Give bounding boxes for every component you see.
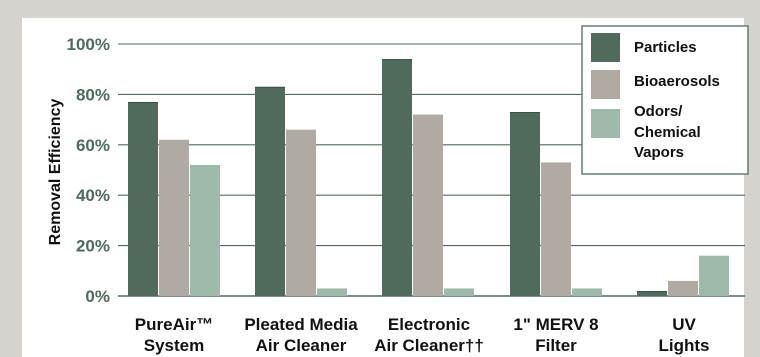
x-tick-label: Electronic	[388, 315, 470, 334]
legend-label: Particles	[634, 39, 697, 56]
bar-odors-4	[572, 288, 602, 296]
y-tick-label: 80%	[76, 85, 110, 104]
legend-label: Chemical	[634, 124, 701, 141]
y-tick-label: 0%	[85, 287, 110, 306]
y-tick-label: 40%	[76, 186, 110, 205]
x-tick-label: 1" MERV 8	[513, 315, 598, 334]
bar-bioaerosols-3	[413, 114, 443, 296]
bar-odors-5	[699, 255, 729, 296]
bar-bioaerosols-1	[159, 139, 189, 296]
bar-bioaerosols-5	[668, 280, 698, 296]
legend-label: Odors/	[634, 103, 683, 120]
legend-swatch	[591, 109, 620, 138]
bar-bioaerosols-4	[541, 162, 571, 296]
legend-label: Bioaerosols	[634, 73, 720, 90]
x-tick-label: Air Cleaner	[256, 336, 347, 355]
y-axis-label: Removal Efficiency	[47, 99, 64, 246]
x-tick-label: Pleated Media	[244, 315, 358, 334]
bar-particles-5	[637, 290, 667, 296]
legend-swatch	[591, 70, 620, 99]
bar-particles-1	[128, 101, 158, 297]
y-tick-label: 20%	[76, 237, 110, 256]
y-tick-label: 60%	[76, 136, 110, 155]
bar-particles-4	[510, 112, 540, 296]
legend-swatch	[591, 33, 620, 62]
bar-odors-2	[317, 288, 347, 296]
bar-particles-3	[382, 59, 412, 297]
y-tick-label: 100%	[67, 35, 110, 54]
x-tick-label: Filter	[535, 336, 577, 355]
bar-bioaerosols-2	[286, 129, 316, 296]
x-tick-label: UV	[672, 315, 696, 334]
x-tick-label: Air Cleaner††	[374, 336, 484, 355]
x-tick-label: Lights	[659, 336, 710, 355]
bar-odors-1	[190, 164, 220, 296]
bar-particles-2	[255, 86, 285, 296]
bar-odors-3	[444, 288, 474, 296]
legend-label: Vapors	[634, 144, 684, 161]
x-tick-label: System	[144, 336, 204, 355]
x-tick-label: PureAir™	[135, 315, 213, 334]
